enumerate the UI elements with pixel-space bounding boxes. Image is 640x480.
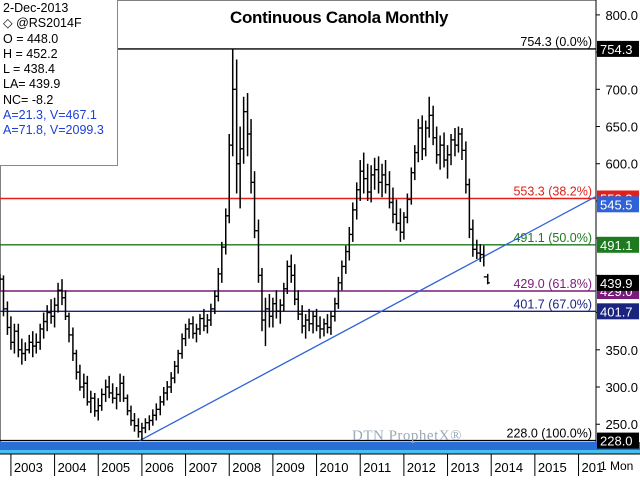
retracement-label: 553.3 (38.2%) bbox=[513, 184, 592, 198]
price-tag-bg bbox=[597, 236, 639, 253]
infobox-open: O = 448.0 bbox=[3, 31, 59, 46]
retracement-label: 754.3 (0.0%) bbox=[520, 35, 592, 49]
x-tick-label: 2010 bbox=[320, 460, 349, 475]
x-tick-label: 2011 bbox=[363, 460, 391, 475]
price-tag-label: 754.3 bbox=[600, 42, 633, 57]
y-tick-label: 350.0 bbox=[605, 343, 638, 358]
x-tick-label: 2005 bbox=[101, 460, 130, 475]
price-tag-bg bbox=[597, 303, 639, 320]
infobox-low: L = 438.4 bbox=[3, 62, 56, 77]
price-tag-label: 491.1 bbox=[600, 238, 633, 253]
last-price-tag-label: 439.9 bbox=[600, 276, 633, 291]
infobox-avg2: A=71.8, V=2099.3 bbox=[3, 123, 104, 138]
x-tick-label: 2012 bbox=[407, 460, 436, 475]
retracement-label: 491.1 (50.0%) bbox=[513, 231, 592, 245]
price-tag-bg bbox=[597, 432, 639, 449]
infobox-net-change: NC= -8.2 bbox=[3, 92, 54, 107]
chart-title: Continuous Canola Monthly bbox=[230, 8, 449, 27]
x-tick-label: 2009 bbox=[276, 460, 305, 475]
x-tick-label: 2015 bbox=[538, 460, 567, 475]
retracement-label: 401.7 (67.0%) bbox=[513, 297, 592, 311]
price-tag-label: 401.7 bbox=[600, 304, 633, 319]
x-tick-label: 201 bbox=[582, 460, 604, 475]
price-infobox: 2-Dec-2013 ◇ @RS2014F O = 448.0 H = 452.… bbox=[0, 0, 118, 166]
infobox-symbol: ◇ @RS2014F bbox=[3, 16, 82, 31]
trendline-tag-bg bbox=[597, 196, 639, 213]
infobox-high: H = 452.2 bbox=[3, 46, 58, 61]
infobox-last: LA= 439.9 bbox=[3, 77, 61, 92]
y-tick-label: 250.0 bbox=[605, 417, 638, 432]
price-tag-bg bbox=[597, 40, 639, 57]
infobox-date: 2-Dec-2013 bbox=[3, 1, 69, 15]
retracement-label: 228.0 (100.0%) bbox=[507, 427, 592, 441]
x-tick-label: 2008 bbox=[232, 460, 261, 475]
trendline bbox=[139, 195, 597, 442]
watermark: DTN ProphetX® bbox=[352, 428, 462, 444]
y-tick-label: 300.0 bbox=[605, 380, 638, 395]
x-tick-label: 2004 bbox=[58, 460, 87, 475]
infobox-avg1: A=21.3, V=467.1 bbox=[3, 108, 97, 123]
x-axis-band-light bbox=[0, 450, 640, 454]
trendline-tag-label: 545.5 bbox=[600, 197, 633, 212]
x-tick-label: 2006 bbox=[145, 460, 174, 475]
y-tick-label: 800.0 bbox=[605, 8, 638, 23]
retracement-label: 429.0 (61.8%) bbox=[513, 277, 592, 291]
price-tag-label: 228.0 bbox=[600, 434, 633, 449]
x-tick-label: 2003 bbox=[14, 460, 43, 475]
x-trailing-label: 1 Mon bbox=[600, 459, 633, 473]
x-tick-label: 2013 bbox=[451, 460, 480, 475]
y-tick-label: 600.0 bbox=[605, 157, 638, 172]
x-tick-label: 2007 bbox=[189, 460, 218, 475]
y-tick-label: 650.0 bbox=[605, 120, 638, 135]
x-axis-area bbox=[0, 454, 640, 480]
last-price-tag-bg bbox=[597, 274, 639, 291]
x-tick-label: 2014 bbox=[494, 460, 523, 475]
y-tick-label: 700.0 bbox=[605, 82, 638, 97]
